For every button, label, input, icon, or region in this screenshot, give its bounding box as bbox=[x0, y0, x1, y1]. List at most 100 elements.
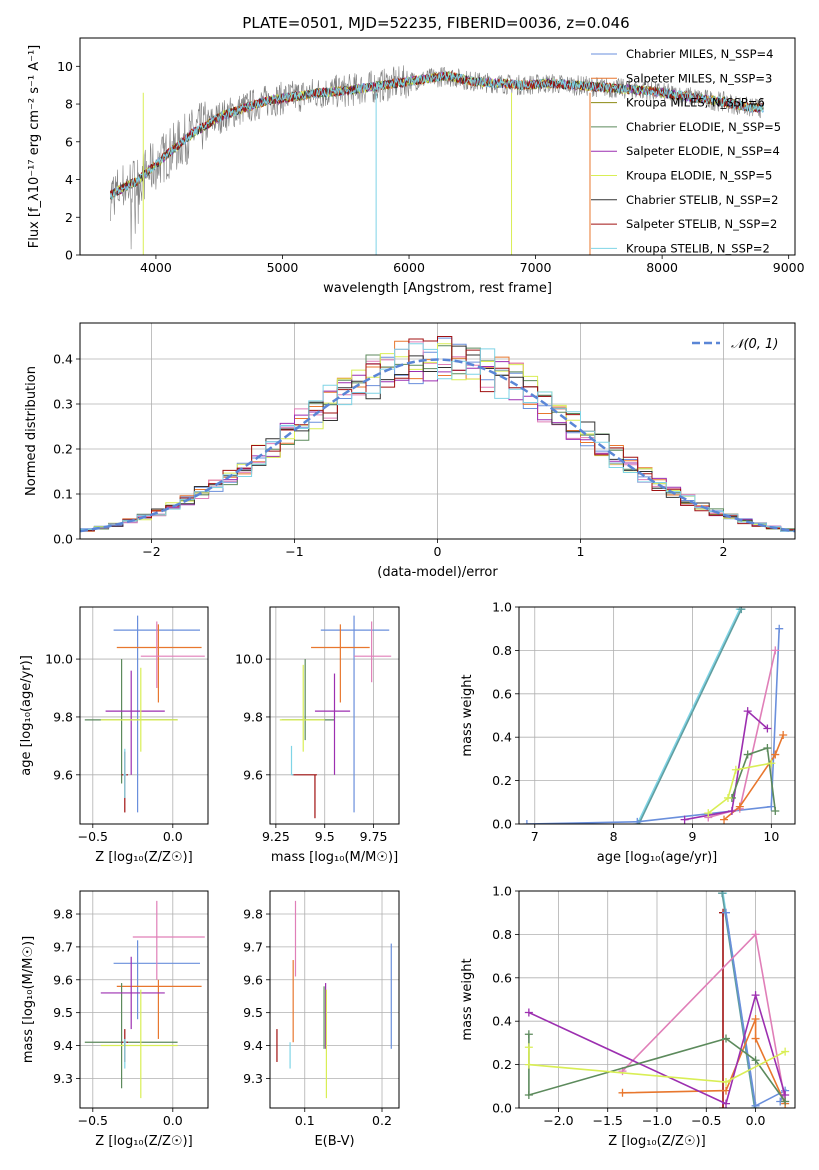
legend-label: Salpeter MILES, N_SSP=3 bbox=[626, 71, 772, 85]
y-tick-label: 9.3 bbox=[53, 1071, 73, 1086]
x-axis-label: age [log₁₀(age/yr)] bbox=[597, 850, 718, 865]
x-axis-label: E(B-V) bbox=[314, 1134, 354, 1149]
weight-point bbox=[723, 793, 732, 802]
y-tick-label: 0.4 bbox=[492, 1014, 512, 1029]
weight-point bbox=[618, 1088, 627, 1097]
weight-point bbox=[751, 1056, 760, 1065]
weight-line bbox=[707, 762, 772, 814]
y-tick-label: 1.0 bbox=[492, 884, 512, 899]
residuals-panel: −2 −1 0 1 2 0.0 0.1 0.2 0.3 0.4 (data-model)/error… bbox=[24, 322, 796, 580]
x-axis-label: Z [log₁₀(Z/Z☉)] bbox=[95, 1134, 192, 1149]
figure-title: PLATE=0501, MJD=52235, FIBERID=0036, z=0… bbox=[242, 14, 629, 32]
spectrum-frame bbox=[79, 37, 796, 256]
y-tick-label: 0.2 bbox=[492, 773, 512, 788]
spectrum-legend: Chabrier MILES, N_SSP=4 Salpeter MILES, N… bbox=[591, 47, 781, 255]
legend-label: Salpeter ELODIE, N_SSP=4 bbox=[626, 144, 780, 158]
mass-vs-Z-plot-area bbox=[84, 900, 205, 1099]
x-tick-label: 7000 bbox=[520, 260, 552, 275]
x-tick-label: 0.1 bbox=[295, 1113, 315, 1128]
x-tick-label: 1 bbox=[577, 544, 585, 559]
y-tick-label: 0 bbox=[65, 248, 73, 263]
mass-vs-Z-frame bbox=[79, 890, 209, 1109]
y-axis-label: mass weight bbox=[460, 958, 475, 1040]
y-tick-label: 9.6 bbox=[53, 972, 73, 987]
massweight-vs-age-plot-area bbox=[522, 607, 788, 824]
y-tick-label: 0.4 bbox=[492, 730, 512, 745]
weight-point bbox=[633, 817, 642, 824]
weight-point bbox=[524, 1060, 533, 1069]
weight-point bbox=[767, 759, 776, 768]
x-tick-label: 0.0 bbox=[746, 1113, 766, 1128]
age-vs-Z-panel: −0.5 0.0 9.6 9.8 10.0 Z [log₁₀(Z/Z☉)] age [log… bbox=[19, 606, 209, 865]
y-tick-label: 0.8 bbox=[492, 927, 512, 942]
x-tick-label: 10 bbox=[763, 829, 779, 844]
y-tick-label: 8 bbox=[65, 97, 73, 112]
y-axis-label: Normed distribution bbox=[24, 366, 39, 496]
x-axis-label: Z [log₁₀(Z/Z☉)] bbox=[95, 850, 192, 865]
age-vs-mass-frame bbox=[269, 606, 400, 825]
weight-point bbox=[722, 1099, 730, 1108]
weight-point bbox=[743, 750, 752, 759]
x-tick-label: 0.2 bbox=[372, 1113, 392, 1128]
x-tick-label: 0 bbox=[434, 544, 442, 559]
x-tick-label: 6000 bbox=[393, 260, 425, 275]
legend-label: Salpeter STELIB, N_SSP=2 bbox=[626, 217, 777, 231]
weight-point bbox=[775, 624, 784, 633]
y-tick-label: 0.0 bbox=[492, 817, 512, 832]
weight-point bbox=[751, 1101, 760, 1108]
weight-line bbox=[731, 746, 777, 812]
y-tick-label: 9.4 bbox=[243, 1038, 263, 1053]
x-tick-label: −2.0 bbox=[543, 1113, 573, 1128]
gaussian-curve bbox=[80, 358, 795, 533]
mass-vs-ebv-plot-area bbox=[276, 900, 392, 1099]
x-tick-label: −1.5 bbox=[593, 1113, 623, 1128]
massweight-vs-Z-frame bbox=[518, 890, 796, 1109]
y-tick-label: 10.0 bbox=[45, 652, 73, 667]
y-tick-label: 4 bbox=[65, 172, 73, 187]
spectrum-plot-area bbox=[110, 65, 764, 255]
y-tick-label: 10.0 bbox=[235, 652, 263, 667]
y-tick-label: 10 bbox=[57, 59, 73, 74]
weight-point bbox=[751, 1034, 760, 1043]
mass-vs-ebv-panel: 0.1 0.2 9.3 9.4 9.5 9.6 9.7 9.8 E(B-V) bbox=[243, 890, 400, 1149]
legend-label: Chabrier ELODIE, N_SSP=5 bbox=[626, 120, 781, 134]
x-tick-label: −0.5 bbox=[691, 1113, 721, 1128]
y-tick-label: 9.6 bbox=[243, 972, 263, 987]
x-tick-label: 9000 bbox=[773, 260, 805, 275]
x-axis-label: Z [log₁₀(Z/Z☉)] bbox=[608, 1134, 705, 1149]
y-tick-label: 0.3 bbox=[53, 397, 73, 412]
x-tick-label: 4000 bbox=[140, 260, 172, 275]
legend-label: Kroupa STELIB, N_SSP=2 bbox=[626, 241, 770, 255]
y-tick-label: 0.0 bbox=[492, 1101, 512, 1116]
weight-point bbox=[722, 1077, 730, 1086]
x-tick-label: 0.0 bbox=[163, 829, 183, 844]
x-tick-label: 9.25 bbox=[262, 829, 290, 844]
weight-point bbox=[751, 991, 760, 1000]
y-tick-label: 9.8 bbox=[243, 709, 263, 724]
y-tick-label: 9.8 bbox=[243, 907, 263, 922]
weight-point bbox=[779, 731, 788, 740]
weight-line bbox=[721, 893, 756, 1108]
x-tick-label: −0.5 bbox=[78, 829, 108, 844]
spectrum-panel: 4000 5000 6000 7000 8000 9000 0 2 4 6 8 10 wavelengt… bbox=[27, 37, 805, 296]
y-tick-label: 9.5 bbox=[53, 1005, 73, 1020]
mass-vs-Z-panel: −0.5 0.0 9.3 9.4 9.5 9.6 9.7 9.8 Z [log₁₀(Z/Z☉)]… bbox=[21, 890, 209, 1149]
y-tick-label: 9.7 bbox=[53, 939, 73, 954]
weight-point bbox=[727, 806, 736, 815]
weight-point bbox=[524, 1043, 533, 1052]
y-tick-label: 0.2 bbox=[492, 1057, 512, 1072]
y-tick-label: 1.0 bbox=[492, 600, 512, 615]
weight-line bbox=[638, 608, 743, 824]
x-tick-label: 9 bbox=[689, 829, 697, 844]
weight-point bbox=[763, 724, 772, 733]
legend-label: Chabrier STELIB, N_SSP=2 bbox=[626, 193, 778, 207]
weight-point bbox=[751, 1015, 760, 1024]
weight-point bbox=[731, 765, 740, 774]
x-tick-label: 8 bbox=[610, 829, 618, 844]
y-tick-label: 0.6 bbox=[492, 970, 512, 985]
y-tick-label: 0.2 bbox=[53, 442, 73, 457]
x-tick-label: 0.0 bbox=[163, 1113, 183, 1128]
y-axis-label: age [log₁₀(age/yr)] bbox=[19, 655, 34, 776]
y-tick-label: 0.8 bbox=[492, 643, 512, 658]
